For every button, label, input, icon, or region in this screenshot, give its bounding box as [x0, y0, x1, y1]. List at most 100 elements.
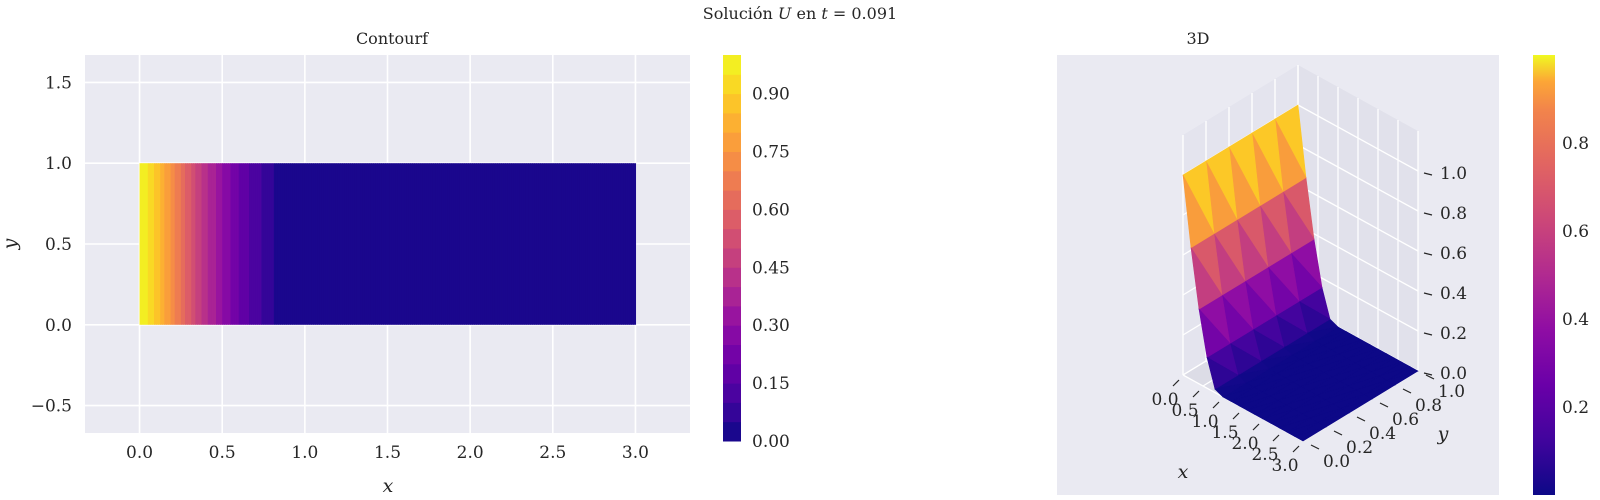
contourf-y-axis-label: y — [0, 238, 21, 250]
contourf-band-cell — [513, 163, 517, 325]
surface-3d-tick-mark — [1423, 212, 1433, 216]
contourf-colorbar-level — [723, 93, 741, 114]
contourf-band-cell — [451, 163, 455, 325]
contourf-band-cell — [145, 163, 149, 325]
contourf-colorbar-level — [723, 325, 741, 345]
surface-3d-z-tick-label: 0.6 — [1440, 244, 1467, 264]
contourf-band-cell — [563, 163, 566, 325]
contourf-colorbar-level — [723, 74, 741, 95]
contourf-band-cell — [507, 163, 511, 325]
contourf-band-cell — [379, 163, 382, 325]
contourf-band-cell — [273, 163, 277, 325]
contourf-band-cell — [185, 163, 188, 325]
contourf-band-cell — [327, 163, 331, 325]
contourf-band-cell — [172, 163, 176, 325]
contourf-band-cell — [321, 163, 325, 325]
contourf-band-cell — [259, 163, 263, 325]
contourf-band-cell — [271, 163, 275, 325]
contourf-band-cell — [401, 163, 405, 325]
contourf-band-cell — [269, 163, 273, 325]
contourf-band-cell — [439, 163, 442, 325]
contourf-band-cell — [455, 163, 459, 325]
contourf-band-cell — [494, 163, 498, 325]
contourf-band-cell — [180, 163, 184, 325]
contourf-band-cell — [300, 163, 304, 325]
surface-3d-ticks: 0.00.51.01.52.02.53.0 0.00.20.40.60.81.00… — [1151, 164, 1467, 476]
contourf-band-cell — [356, 163, 360, 325]
contourf-band-cell — [497, 163, 500, 325]
contourf-band-cell — [143, 163, 147, 325]
contourf-band-cell — [422, 163, 426, 325]
contourf-band-cell — [625, 163, 628, 325]
contourf-band-cell — [216, 163, 219, 325]
contourf-band-cell — [608, 163, 612, 325]
contourf-band-cell — [160, 163, 163, 325]
surface-3d-mesh-face — [1262, 409, 1295, 424]
contourf-band-cell — [480, 163, 484, 325]
contourf-band-cell — [275, 163, 279, 325]
contourf-band-cell — [158, 163, 161, 325]
contourf-band-cell — [397, 163, 401, 325]
contourf-band-cell — [292, 163, 296, 325]
contourf-band-cell — [573, 163, 577, 325]
contourf-band-cell — [408, 163, 411, 325]
contourf-band-cell — [213, 163, 217, 325]
contourf-colorbar-level — [723, 363, 741, 384]
contourf-band-cell — [220, 163, 223, 325]
contourf-band-cell — [389, 163, 393, 325]
contourf-band-cell — [174, 163, 178, 325]
surface-3d-z-tick-label: 0.4 — [1440, 284, 1467, 304]
surface-3d-back-gridline — [1297, 104, 1419, 172]
contourf-band-cell — [470, 163, 473, 325]
contourf-band-cell — [581, 163, 585, 325]
contourf-band-cell — [528, 163, 531, 325]
contourf-band-cell — [536, 163, 539, 325]
surface-3d-y-tick-label: 1.0 — [1438, 382, 1465, 402]
contourf-band-cell — [306, 163, 310, 325]
contourf-y-tick-label: 0.5 — [45, 235, 72, 255]
contourf-band-cell — [424, 163, 428, 325]
contourf-band-cell — [342, 163, 345, 325]
contourf-band-cell — [238, 163, 242, 325]
contourf-band-cell — [544, 163, 548, 325]
contourf-colorbar-level — [723, 170, 741, 191]
contourf-band-cell — [416, 163, 420, 325]
contourf-colorbar-level — [723, 344, 741, 365]
contourf-band-cell — [550, 163, 554, 325]
surface-3d-mesh-face — [1206, 356, 1239, 390]
contourf-colorbar-tick-label: 0.15 — [752, 374, 790, 394]
contourf-band-cell — [453, 163, 457, 325]
contourf-band-cell — [263, 163, 267, 325]
contourf-band-cell — [298, 163, 302, 325]
contourf-band-cell — [589, 163, 593, 325]
surface-3d-x-tick-label: 0.0 — [1151, 390, 1178, 410]
contourf-band-cell — [385, 163, 389, 325]
contourf-band-cell — [486, 163, 490, 325]
contourf-y-tick-label: 1.5 — [45, 73, 72, 93]
surface-3d-mesh-face — [1270, 413, 1303, 429]
surface-3d-x-tick-label: 1.0 — [1191, 412, 1218, 432]
contourf-band-cell — [484, 163, 488, 325]
contourf-band-cell — [368, 163, 372, 325]
contourf-band-cell — [432, 163, 436, 325]
contourf-x-tick-label: 0.0 — [126, 443, 153, 463]
surface-3d-y-tick-label: 0.8 — [1415, 396, 1442, 416]
contourf-band-cell — [197, 163, 201, 325]
contourf-band-cell — [618, 163, 622, 325]
contourf-y-tick-label: 1.0 — [45, 154, 72, 174]
contourf-band-cell — [404, 163, 407, 325]
surface-3d-colorbar-tick-label: 0.8 — [1562, 134, 1589, 154]
contourf-band-cell — [443, 163, 446, 325]
surface-3d-z-tick-label: 0.2 — [1440, 324, 1467, 344]
contourf-x-tick-label: 3.0 — [622, 443, 649, 463]
contourf-band-cell — [329, 163, 333, 325]
contourf-band-cell — [182, 163, 186, 325]
contourf-band-cell — [631, 163, 634, 325]
contourf-band-cell — [616, 163, 620, 325]
surface-3d-mesh-face — [1214, 382, 1247, 398]
surface-3d-tick-mark — [1252, 423, 1260, 431]
contourf-band-cell — [509, 163, 513, 325]
contourf-y-ticks: −0.5 0.0 0.5 1.0 1.5 — [31, 73, 72, 416]
contourf-band-cell — [592, 163, 595, 325]
